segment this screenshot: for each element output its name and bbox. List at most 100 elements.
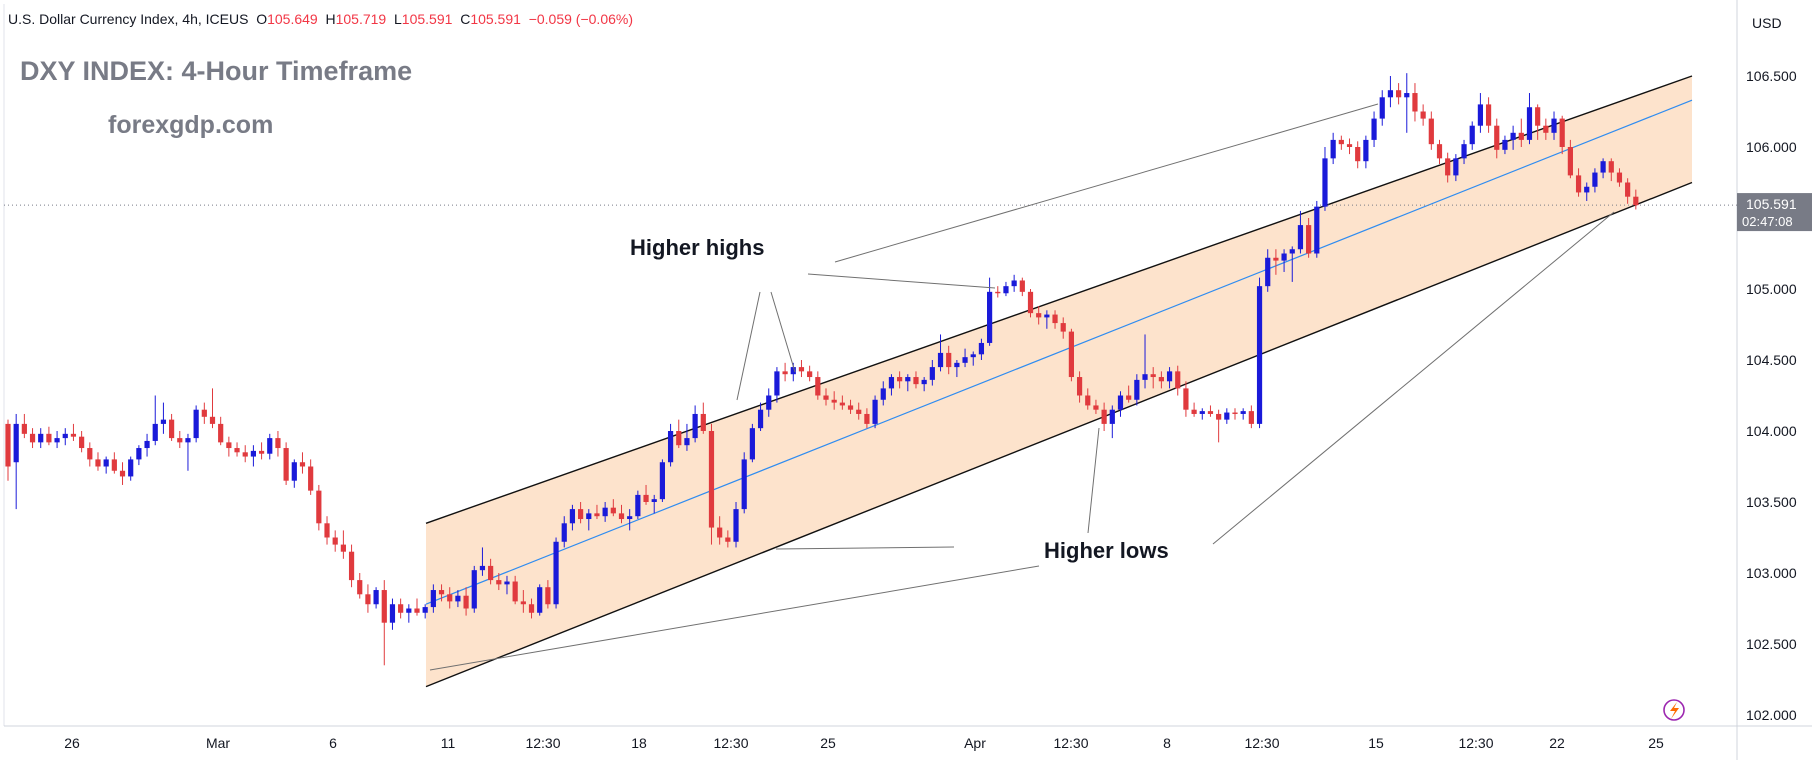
candles-layer [5, 73, 1639, 666]
candle-body [103, 459, 109, 467]
candle-body [95, 459, 101, 467]
candle-body [1297, 225, 1304, 250]
candle [471, 565, 477, 613]
candle-body [610, 507, 616, 514]
candle [136, 445, 142, 466]
candle [602, 502, 608, 522]
candle [357, 573, 363, 599]
candle-body [70, 433, 77, 437]
candle-body [1248, 411, 1254, 424]
candle-body [1158, 377, 1164, 382]
candle-body [62, 433, 68, 439]
candle [201, 402, 207, 424]
candle-body [1011, 280, 1017, 287]
candle-body [1117, 395, 1124, 410]
candle [610, 499, 616, 517]
candle-body [1371, 118, 1377, 140]
candle-body [847, 405, 854, 410]
candle [717, 516, 723, 545]
candle [1306, 218, 1312, 258]
high-value: 105.719 [335, 11, 387, 27]
candle [152, 395, 158, 446]
candle [111, 452, 117, 474]
candle [995, 286, 1001, 298]
candle [1126, 385, 1132, 403]
candle [528, 598, 535, 619]
candle-body [676, 431, 682, 446]
candle-body [1126, 395, 1132, 400]
candle [905, 374, 911, 392]
candle [1363, 135, 1369, 169]
annotation-higher-highs: Higher highs [630, 235, 764, 260]
candle-body [185, 438, 191, 443]
candle [291, 459, 297, 488]
candle-body [987, 291, 993, 343]
candle [1281, 249, 1287, 272]
time-tick-label: Mar [206, 735, 230, 751]
candle-body [1510, 132, 1516, 140]
candle [831, 391, 837, 410]
candle-body [291, 462, 297, 481]
candle-body [504, 581, 510, 585]
candle [635, 490, 641, 520]
candle [1633, 189, 1639, 210]
candle-body [970, 354, 976, 358]
candle-body [692, 413, 698, 439]
candle [1027, 289, 1034, 318]
candle-body [774, 371, 780, 396]
candle [667, 423, 674, 467]
candle [725, 530, 731, 548]
candle-body [267, 438, 273, 454]
candle [1396, 83, 1402, 105]
candle-body [667, 431, 674, 463]
candle [651, 494, 657, 514]
candle [13, 413, 19, 510]
candle-body [21, 423, 27, 434]
price-tick-label: 105.000 [1746, 281, 1797, 297]
candle [169, 413, 175, 441]
candle [766, 388, 772, 417]
open-label: O [256, 11, 268, 27]
candle [62, 428, 68, 446]
candle [553, 537, 559, 609]
candle [242, 445, 248, 463]
candle [569, 504, 576, 531]
bolt-icon-glyph [1670, 702, 1679, 719]
candle [299, 452, 306, 474]
candle-body [201, 409, 207, 417]
time-tick-label: 8 [1163, 735, 1171, 751]
candle [1559, 115, 1565, 155]
candle-body [381, 590, 387, 623]
time-tick-label: Apr [964, 735, 986, 751]
candle [1404, 73, 1410, 133]
candle-body [1256, 286, 1263, 424]
candle-body [929, 367, 935, 380]
time-tick-label: 15 [1368, 735, 1384, 751]
candle-body [1535, 107, 1541, 126]
price-axis: USD106.500106.000105.500105.000104.50010… [1737, 15, 1812, 723]
candle-body [1232, 412, 1238, 414]
candle [128, 456, 134, 481]
candle-body [1396, 90, 1402, 98]
candle-body [455, 595, 461, 602]
candle-body [1216, 413, 1222, 420]
candle-body [1224, 412, 1230, 420]
candle-body [1207, 411, 1214, 414]
time-tick-label: 11 [441, 735, 456, 751]
candle-body [897, 377, 903, 382]
candle [1117, 391, 1124, 417]
candle [1093, 399, 1099, 414]
candle [422, 604, 428, 619]
candle-body [782, 371, 788, 375]
candle-body [1085, 395, 1091, 406]
candle-body [406, 608, 412, 613]
candle [757, 402, 764, 431]
candle [1256, 277, 1263, 429]
candle-body [1306, 225, 1312, 254]
candle [684, 423, 690, 451]
candle-body [1633, 196, 1639, 206]
candle-body [1592, 172, 1598, 187]
candle [897, 371, 903, 389]
candle [872, 395, 878, 429]
candle [316, 484, 322, 531]
